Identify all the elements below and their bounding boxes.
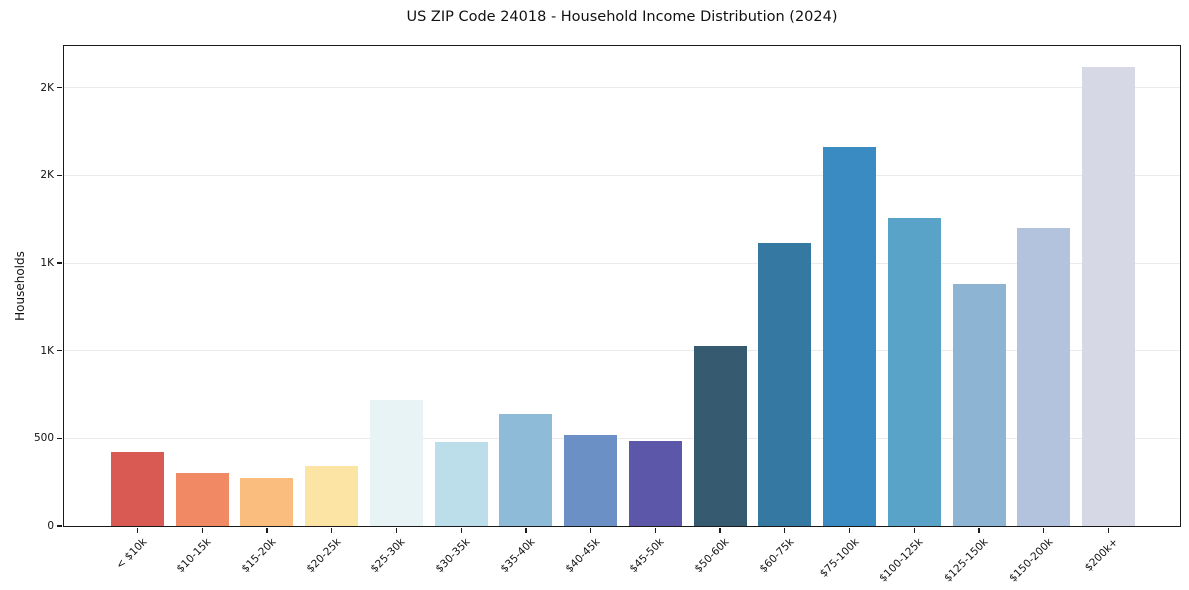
- y-gridline: [64, 350, 1180, 352]
- bar: [564, 434, 618, 526]
- x-tick-label: $100-125k: [877, 536, 926, 585]
- x-tick-mark: [1107, 528, 1110, 533]
- y-tick-label: 500: [33, 432, 54, 445]
- bar: [1017, 228, 1071, 526]
- y-tick-mark: [57, 350, 62, 352]
- bar: [240, 477, 294, 526]
- x-tick-mark: [266, 528, 268, 533]
- x-tick-label: $25-30k: [368, 536, 408, 576]
- x-tick-mark: [719, 528, 721, 533]
- x-tick-label: $35-40k: [498, 536, 538, 576]
- y-tick-label: 2K: [40, 169, 54, 182]
- y-tick-mark: [57, 262, 62, 264]
- y-tick-label: 1K: [40, 257, 54, 270]
- y-tick-mark: [57, 87, 62, 89]
- x-tick-mark: [784, 528, 786, 533]
- x-tick-mark: [201, 528, 203, 533]
- y-gridline: [64, 437, 1180, 439]
- x-tick-label: $45-50k: [627, 536, 667, 576]
- y-tick-label: 0: [47, 520, 54, 532]
- bar: [499, 413, 553, 526]
- x-tick-mark: [525, 528, 527, 533]
- bar: [823, 147, 877, 526]
- plot-area: [57, 45, 1181, 533]
- x-tick-label: $15-20k: [239, 536, 279, 576]
- bar: [305, 466, 359, 526]
- x-tick-label: $60-75k: [757, 536, 797, 576]
- x-tick-mark: [136, 528, 139, 533]
- x-tick-label: $75-100k: [817, 536, 862, 580]
- x-tick-mark: [848, 528, 851, 533]
- x-tick-mark: [913, 528, 915, 533]
- x-tick-mark: [589, 528, 592, 533]
- x-tick-label: $200k+: [1082, 536, 1120, 574]
- x-tick-label: $125-150k: [941, 536, 991, 585]
- y-tick-mark: [57, 174, 62, 177]
- x-tick-label: $50-60k: [692, 536, 732, 576]
- x-tick-label: $20-25k: [304, 536, 344, 576]
- x-tick-label: $40-45k: [563, 536, 603, 576]
- x-tick-label: $150-200k: [1006, 536, 1056, 585]
- bar: [434, 441, 488, 526]
- x-tick-mark: [1043, 528, 1045, 533]
- x-tick-mark: [978, 528, 980, 533]
- y-tick-label: 1K: [40, 344, 54, 357]
- bar: [887, 218, 941, 526]
- bar: [1082, 66, 1135, 526]
- y-gridline: [64, 174, 1180, 176]
- y-gridline: [64, 87, 1180, 89]
- chart-title: US ZIP Code 24018 - Household Income Dis…: [406, 9, 838, 25]
- x-tick-label: < $10k: [113, 536, 149, 572]
- bar: [111, 451, 164, 526]
- x-tick-mark: [654, 528, 656, 533]
- bar: [369, 399, 423, 526]
- bar: [693, 346, 747, 526]
- y-tick-mark: [57, 525, 62, 527]
- x-tick-mark: [395, 528, 398, 533]
- x-tick-label: $10-15k: [174, 536, 214, 576]
- y-tick-mark: [57, 437, 62, 440]
- bar: [175, 473, 229, 526]
- x-tick-label: $30-35k: [433, 536, 473, 576]
- bar: [758, 242, 812, 526]
- x-tick-mark: [460, 528, 462, 533]
- y-gridline: [64, 262, 1180, 264]
- y-tick-label: 2K: [40, 81, 54, 94]
- bar: [628, 441, 682, 526]
- bar: [952, 284, 1006, 526]
- x-tick-mark: [331, 528, 333, 533]
